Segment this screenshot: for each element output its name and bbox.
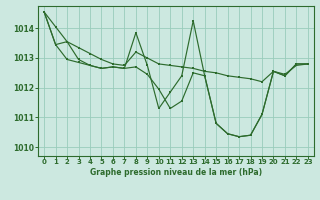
X-axis label: Graphe pression niveau de la mer (hPa): Graphe pression niveau de la mer (hPa) [90,168,262,177]
